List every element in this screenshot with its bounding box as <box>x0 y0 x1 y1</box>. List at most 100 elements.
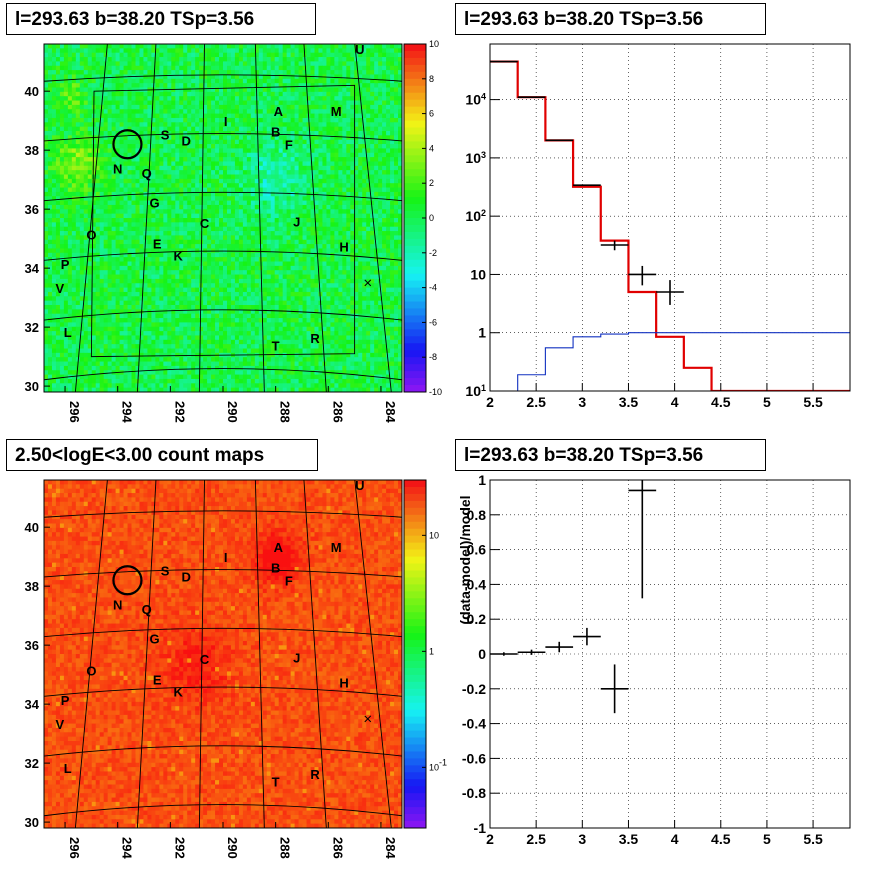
source-label: I <box>224 114 228 129</box>
y-tick-label: 0 <box>478 646 486 662</box>
y-tick-label: 102 <box>465 208 486 224</box>
colorbar-tick-label: -2 <box>429 248 437 258</box>
colorbar: 10 1 10-1 <box>403 479 447 829</box>
colorbar-tick-label: 0 <box>429 213 434 223</box>
source-label: M <box>331 540 342 555</box>
y-tick-label: 40 <box>25 520 39 535</box>
x-tick-label: 3 <box>578 831 586 847</box>
source-label: M <box>331 104 342 119</box>
colorbar-tick-label: -4 <box>429 283 437 293</box>
source-label: Q <box>142 602 152 617</box>
x-tick-label: 4 <box>671 831 679 847</box>
y-tick-label: 0.4 <box>467 576 487 592</box>
x-tick-label: 5 <box>763 831 771 847</box>
source-label: S <box>161 127 170 142</box>
source-label: G <box>149 195 159 210</box>
background-step-line <box>490 332 850 391</box>
source-label: E <box>153 673 162 688</box>
count-map: U A M I S D BF N QG C J O EK H PV L T R 296 294 292 290 288 286… <box>25 478 448 860</box>
x-tick-label: 3.5 <box>619 394 639 410</box>
y-tick-label: -1 <box>474 820 487 836</box>
x-tick-label: 4.5 <box>711 831 731 847</box>
x-tick-label: 290 <box>225 401 240 423</box>
y-tick-label: 38 <box>25 143 39 158</box>
x-tick-label: 5 <box>763 394 771 410</box>
source-label: T <box>272 774 280 789</box>
colorbar-tick-label: 2 <box>429 178 434 188</box>
map-grid <box>44 44 402 392</box>
source-label: C <box>200 216 210 231</box>
y-tick-label: -0.6 <box>462 750 486 766</box>
source-label: B <box>271 124 280 139</box>
source-label: J <box>293 650 300 665</box>
source-label: G <box>149 631 159 646</box>
y-tick-label: 1 <box>478 472 486 488</box>
x-tick-label: 294 <box>120 837 135 859</box>
y-tick-label: 103 <box>465 150 486 166</box>
x-tick-label: 5.5 <box>803 394 823 410</box>
colorbar-tick-label: 6 <box>429 109 434 119</box>
colorbar-tick-label: 4 <box>429 143 434 153</box>
source-label: O <box>86 664 96 679</box>
y-tick-label: 32 <box>25 320 39 335</box>
source-label: U <box>355 478 364 493</box>
x-tick-label: 2.5 <box>526 394 546 410</box>
title-significance-map: l=293.63 b=38.20 TSp=3.56 <box>6 3 316 35</box>
source-label: I <box>224 550 228 565</box>
x-tick-label: 292 <box>172 837 187 859</box>
y-tick-label: 104 <box>465 92 486 108</box>
x-tick-label: 292 <box>172 401 187 423</box>
x-tick-label: 286 <box>330 837 345 859</box>
source-label: N <box>113 161 122 176</box>
spectrum: 2 2.5 3 3.5 4 4.5 5 5.5 101 1 10 102 103 104 <box>465 43 851 410</box>
source-label: V <box>55 717 64 732</box>
source-label: B <box>271 560 280 575</box>
source-label: H <box>339 239 348 254</box>
source-label: D <box>181 569 190 584</box>
x-tick-label: 2 <box>486 831 494 847</box>
source-label: P <box>61 257 70 272</box>
y-tick-label: 40 <box>25 84 39 99</box>
source-label: T <box>272 338 280 353</box>
y-tick-label: 10 <box>470 266 486 282</box>
y-tick-label: 34 <box>25 261 40 276</box>
source-label: Q <box>142 166 152 181</box>
source-label: N <box>113 597 122 612</box>
y-tick-label: 101 <box>465 383 486 399</box>
x-tick-label: 296 <box>67 401 82 423</box>
y-axis-label: (data-model)/model <box>457 495 473 624</box>
x-tick-label: 294 <box>120 401 135 423</box>
x-tick-label: 3 <box>578 394 586 410</box>
x-tick-label: 5.5 <box>803 831 823 847</box>
x-tick-label: 286 <box>330 401 345 423</box>
source-label: P <box>61 693 70 708</box>
y-tick-label: 30 <box>25 815 39 830</box>
colorbar-tick-label: 10 <box>429 39 439 49</box>
source-label: F <box>285 574 293 589</box>
x-tick-label: 284 <box>383 837 398 859</box>
y-tick-label: 36 <box>25 638 39 653</box>
source-label: L <box>64 761 72 776</box>
y-tick-label: 1 <box>478 325 486 341</box>
x-tick-label: 2.5 <box>526 831 546 847</box>
model-step-line <box>490 60 850 391</box>
source-label: S <box>161 563 170 578</box>
plot-frame <box>489 43 851 392</box>
source-label: V <box>55 281 64 296</box>
source-label: O <box>86 228 96 243</box>
y-tick-label: 0.2 <box>467 611 487 627</box>
colorbar-tick-label: 1 <box>429 646 434 656</box>
y-tick-label: 36 <box>25 202 39 217</box>
source-label: A <box>274 104 284 119</box>
y-tick-label: 30 <box>25 379 39 394</box>
x-tick-label: 288 <box>278 837 293 859</box>
cross-marker <box>364 279 372 287</box>
source-label: F <box>285 138 293 153</box>
x-tick-label: 4.5 <box>711 394 731 410</box>
colorbar-tick-label: 8 <box>429 74 434 84</box>
map-grid <box>44 480 402 828</box>
y-tick-label: 0.8 <box>467 507 487 523</box>
x-tick-label: 284 <box>383 401 398 423</box>
source-label: R <box>310 767 320 782</box>
